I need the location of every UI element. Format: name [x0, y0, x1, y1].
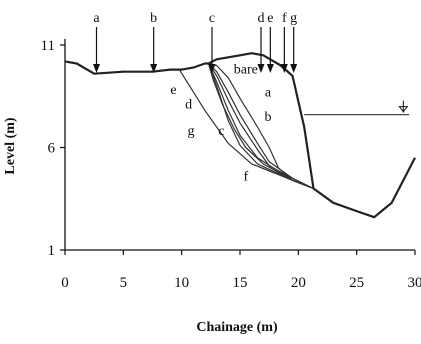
section-marker-label-f: f [282, 11, 287, 26]
section-marker-label-a: a [93, 11, 100, 26]
y-tick-label: 6 [48, 141, 56, 157]
y-tick-label: 1 [48, 243, 56, 259]
water-level-icon [398, 106, 409, 113]
section-marker-arrowhead-b [150, 64, 158, 73]
y-tick-label: 11 [41, 38, 55, 54]
axes-group: 0 5 10 15 20 25 30 1 6 11 [41, 38, 421, 291]
curve-label-b: b [265, 110, 272, 125]
curve-label-f: f [243, 169, 248, 184]
curves-group [64, 52, 416, 219]
section-marker-label-b: b [150, 11, 157, 26]
x-tick-label: 25 [349, 275, 364, 291]
y-axis-label: Level (m) [3, 117, 18, 174]
series-line-f [178, 69, 314, 190]
section-marker-label-g: g [290, 11, 297, 26]
x-axis-label: Chainage (m) [196, 320, 278, 335]
series-line-a [208, 63, 314, 190]
section-marker-label-e: e [267, 11, 273, 26]
section-marker-arrowhead-d [257, 64, 265, 73]
curve-label-c: c [218, 124, 224, 139]
x-tick-label: 5 [120, 275, 128, 291]
curve-label-a: a [265, 85, 272, 100]
section-marker-label-c: c [209, 11, 215, 26]
section-marker-arrowhead-a [93, 64, 100, 73]
section-marker-arrowhead-c [208, 64, 216, 73]
x-tick-label: 30 [408, 275, 421, 291]
series-line-b [208, 63, 314, 190]
curve-label-g: g [188, 124, 195, 139]
series-line-bed-profile [64, 52, 416, 219]
x-tick-label: 20 [291, 275, 306, 291]
section-marker-arrowhead-g [290, 64, 298, 73]
curve-label-d: d [185, 98, 192, 113]
x-tick-label: 0 [61, 275, 69, 291]
x-tick-label: 15 [233, 275, 248, 291]
section-marker-arrowhead-e [266, 64, 274, 73]
section-marker-label-d: d [258, 11, 265, 26]
section-marker-arrowhead-f [280, 64, 288, 73]
curve-label-e: e [170, 83, 176, 98]
x-tick-label: 10 [174, 275, 189, 291]
curve-label-bare: bare [234, 63, 258, 78]
